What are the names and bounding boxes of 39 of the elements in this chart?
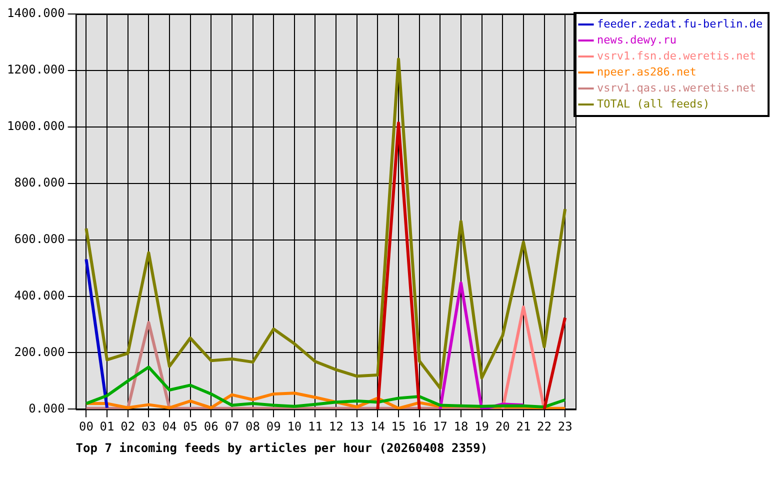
legend-label: vsrv1.qas.us.weretis.net: [597, 81, 756, 94]
legend-label: feeder.zedat.fu-berlin.de: [597, 17, 763, 30]
y-tick-label: 0.000: [28, 401, 65, 416]
x-tick-label: 13: [350, 420, 364, 434]
x-tick-label: 11: [308, 420, 322, 434]
legend-label: news.dewy.ru: [597, 33, 676, 46]
x-tick-label: 18: [454, 420, 468, 434]
x-tick-label: 10: [287, 420, 302, 434]
x-tick-label: 22: [537, 420, 552, 434]
x-tick-label: 14: [370, 420, 385, 434]
x-tick-label: 06: [204, 420, 218, 434]
y-tick-label: 1400.000: [7, 6, 65, 20]
x-tick-label: 04: [162, 420, 177, 434]
x-tick-label: 12: [328, 420, 344, 434]
x-tick-label: 17: [432, 420, 448, 434]
x-tick-label: 08: [246, 420, 260, 434]
x-tick-label: 00: [78, 420, 94, 434]
y-tick-label: 1000.000: [7, 119, 65, 134]
x-tick-label: 07: [224, 420, 240, 434]
x-tick-label: 01: [100, 420, 114, 434]
x-tick-label: 20: [495, 420, 510, 434]
x-axis-title: Top 7 incoming feeds by articles per hour (20260408 2359): [76, 440, 488, 455]
legend-label: TOTAL (all feeds): [597, 97, 710, 110]
x-tick-label: 09: [266, 420, 281, 434]
x-tick-label: 16: [412, 420, 427, 434]
legend-label: vsrv1.fsn.de.weretis.net: [597, 49, 756, 62]
x-tick-label: 21: [516, 420, 531, 434]
x-tick-label: 19: [474, 420, 490, 434]
y-tick-label: 200.000: [14, 344, 65, 359]
x-tick-label: 02: [120, 420, 136, 434]
x-tick-label: 23: [558, 420, 572, 434]
x-tick-label: 15: [391, 420, 406, 434]
legend-label: npeer.as286.net: [597, 65, 696, 78]
y-tick-label: 1200.000: [7, 62, 65, 77]
x-tick-label: 05: [183, 420, 198, 434]
y-tick-label: 600.000: [14, 232, 65, 246]
y-tick-label: 800.000: [14, 175, 65, 190]
y-tick-label: 400.000: [14, 288, 65, 302]
x-tick-label: 03: [141, 420, 156, 434]
